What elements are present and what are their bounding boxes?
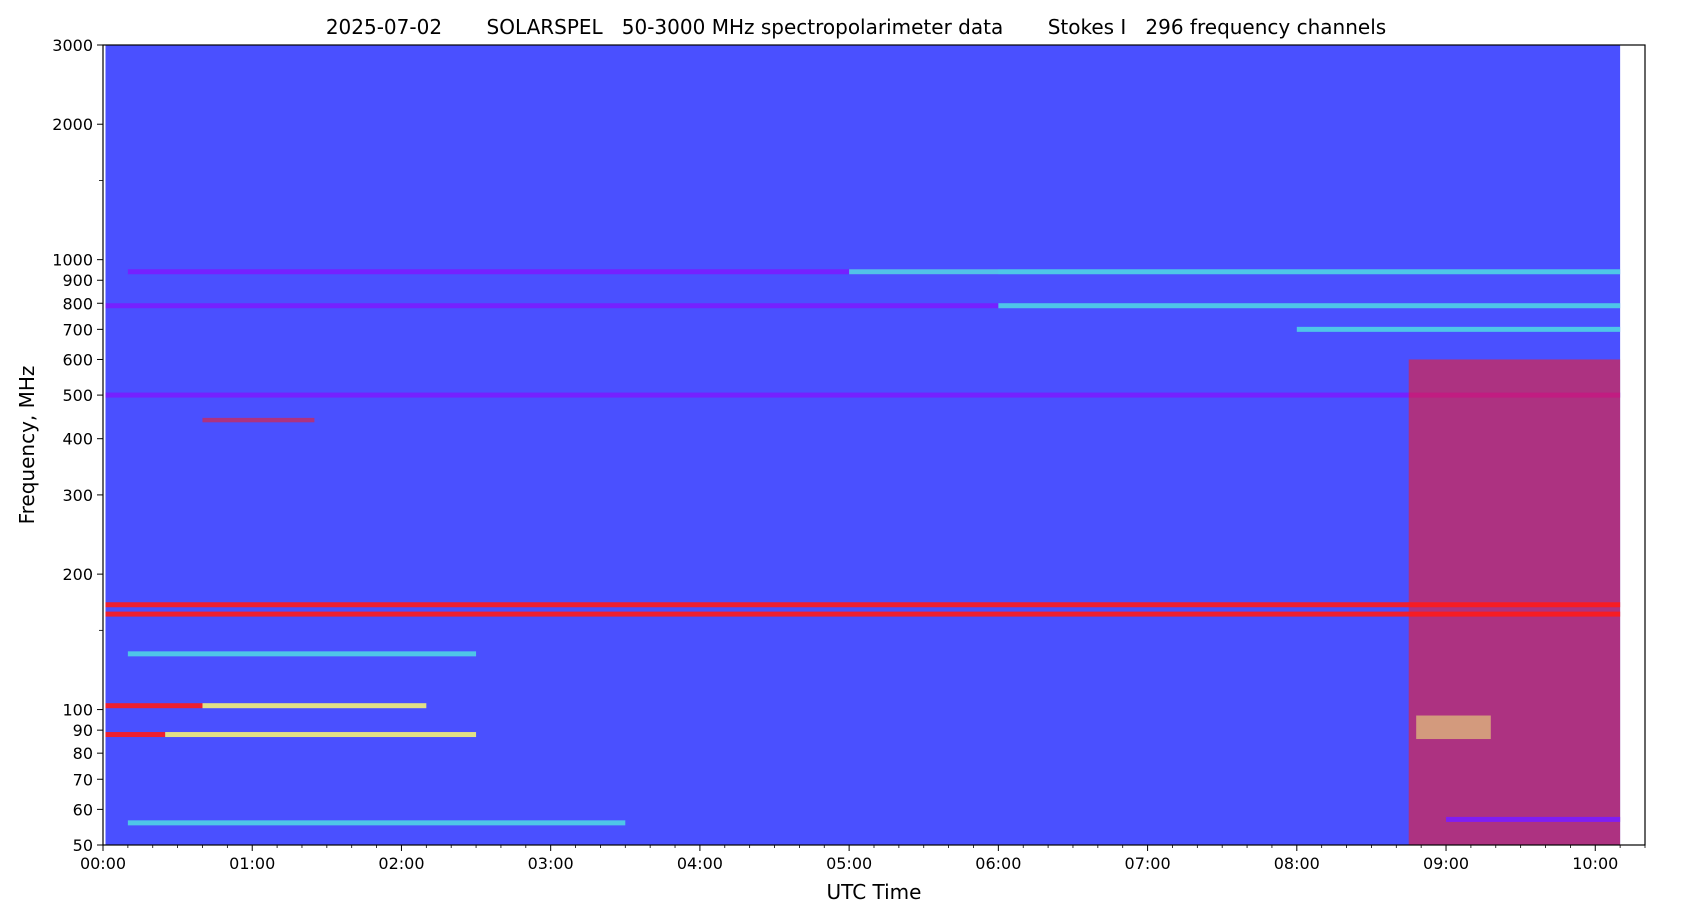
x-tick-label: 08:00 (1274, 854, 1320, 873)
y-tick-label: 100 (62, 701, 93, 720)
y-tick-label: 50 (73, 836, 93, 855)
x-tick-label: 03:00 (528, 854, 574, 873)
spectral-band-1 (849, 269, 1621, 275)
y-tick-label: 800 (62, 294, 93, 313)
spectral-burst-14 (1408, 359, 1621, 845)
y-tick-label: 600 (62, 350, 93, 369)
x-tick-label: 02:00 (378, 854, 424, 873)
x-tick-label: 07:00 (1125, 854, 1171, 873)
y-tick-label: 700 (62, 320, 93, 339)
y-tick-label: 200 (62, 565, 93, 584)
spectral-band-7 (105, 602, 1621, 608)
y-tick-label: 60 (73, 800, 93, 819)
y-tick-label: 400 (62, 430, 93, 449)
y-tick-label: 3000 (52, 36, 93, 55)
y-tick-label: 70 (73, 770, 93, 789)
spectral-band-0 (127, 269, 999, 275)
spectral-band-12 (165, 732, 477, 738)
y-tick-label: 1000 (52, 251, 93, 270)
spectral-band-9 (105, 703, 203, 709)
spectral-band-3 (998, 303, 1621, 309)
y-tick-label: 900 (62, 271, 93, 290)
spectral-band-4 (1296, 326, 1621, 332)
x-tick-label: 01:00 (229, 854, 275, 873)
y-tick-label: 2000 (52, 115, 93, 134)
y-tick-label: 80 (73, 744, 93, 763)
y-tick-label: 500 (62, 386, 93, 405)
x-tick-label: 06:00 (975, 854, 1021, 873)
x-tick-label: 10:00 (1572, 854, 1618, 873)
x-tick-label: 09:00 (1423, 854, 1469, 873)
spectrogram-area (105, 45, 1621, 845)
spectral-band-5 (105, 392, 1621, 398)
spectral-band-8 (127, 651, 477, 657)
x-tick-label: 00:00 (80, 854, 126, 873)
x-tick-label: 05:00 (826, 854, 872, 873)
spectral-band-10 (202, 703, 427, 709)
y-axis-label: Frequency, MHz (15, 366, 39, 525)
y-tick-label: 300 (62, 486, 93, 505)
spectral-band-11 (105, 732, 166, 738)
spectral-burst-15 (1416, 715, 1491, 740)
chart-title: 2025-07-02 SOLARSPEL 50-3000 MHz spectro… (326, 15, 1386, 39)
spectral-burst-17 (202, 417, 315, 423)
spectral-band-13 (127, 820, 626, 826)
y-tick-label: 90 (73, 721, 93, 740)
spectral-band-6 (105, 611, 1621, 617)
spectral-band-16 (1446, 816, 1621, 822)
x-axis-label: UTC Time (827, 880, 922, 904)
x-tick-label: 04:00 (677, 854, 723, 873)
spectral-band-2 (105, 303, 999, 309)
